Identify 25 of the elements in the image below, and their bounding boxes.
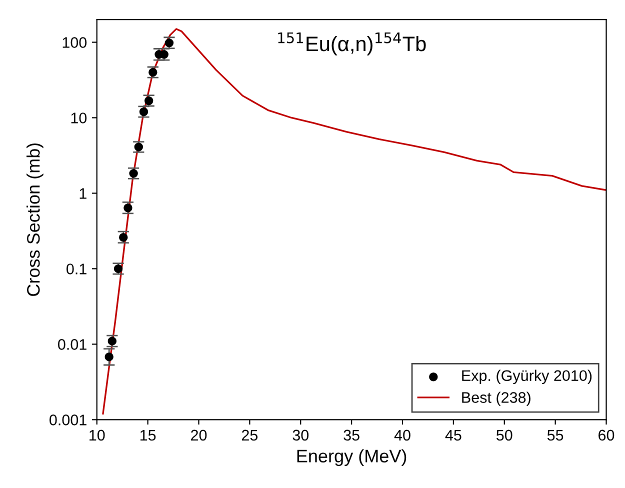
x-tick-label: 10 xyxy=(90,430,105,441)
line-series xyxy=(102,28,606,415)
x-tick-label: 20 xyxy=(191,430,207,441)
x-tick-label: 50 xyxy=(496,430,512,441)
legend-label: Exp. (Gyürky 2010) xyxy=(462,370,592,384)
x-tick-label: 25 xyxy=(242,430,258,441)
x-tick-label: 55 xyxy=(547,430,564,441)
y-axis-title: Cross Section (mb) xyxy=(26,143,44,296)
y-tick-label: 1 xyxy=(80,188,86,199)
x-tick-label: 35 xyxy=(344,430,360,441)
text: $^{151}$Eu(α,n)$^{154}$Tb xyxy=(278,32,426,56)
y-tick-label: 0.01 xyxy=(58,339,86,350)
x-tick-label: 15 xyxy=(140,430,156,441)
x-tick-label: 60 xyxy=(598,430,614,441)
x-tick-label: 45 xyxy=(445,430,462,441)
point xyxy=(104,352,114,362)
y-tick-label: 0.1 xyxy=(66,264,86,274)
y-tick-label: 10 xyxy=(71,112,87,124)
y-tick-label: 100 xyxy=(62,37,87,48)
legend-label: Best (238) xyxy=(462,392,530,406)
point xyxy=(118,233,128,242)
x-tick-label: 40 xyxy=(394,430,410,441)
x-axis-title: Energy (MeV) xyxy=(297,449,406,466)
x-tick-label: 30 xyxy=(292,430,309,441)
y-tick-label: 0.001 xyxy=(50,414,86,426)
